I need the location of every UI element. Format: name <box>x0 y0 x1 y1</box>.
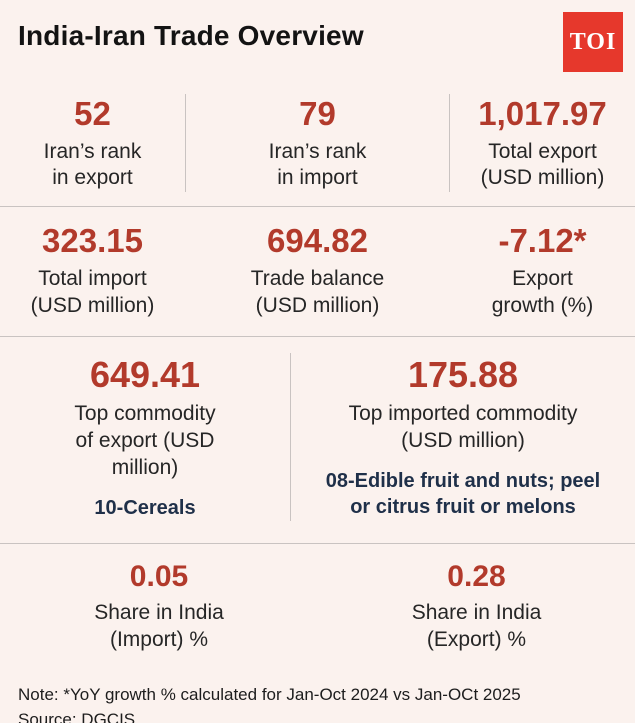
stat-label: Export growth (%) <box>491 266 594 317</box>
stat-iran-rank-export: 52 Iran’s rank in export <box>0 94 185 192</box>
stat-value: 323.15 <box>42 222 143 260</box>
stat-total-import: 323.15 Total import (USD million) <box>0 221 185 319</box>
stat-iran-rank-import: 79 Iran’s rank in import <box>185 94 450 193</box>
page-title: India-Iran Trade Overview <box>18 20 364 51</box>
stat-label: Share in India (Export) % <box>411 601 542 651</box>
stat-trade-balance: 694.82 Trade balance (USD million) <box>185 221 450 319</box>
stat-label: Total export (USD million) <box>480 139 605 190</box>
footer: Note: *YoY growth % calculated for Jan-O… <box>0 666 635 723</box>
stat-value: 175.88 <box>407 353 519 395</box>
stats-row-3: 649.41 Top commodity of export (USD mill… <box>0 337 635 543</box>
stats-row-2: 323.15 Total import (USD million) 694.82… <box>0 207 635 335</box>
stat-label: Iran’s rank in export <box>43 139 142 190</box>
stat-share-export: 0.28 Share in India (Export) % <box>318 558 635 654</box>
stats-row-4: 0.05 Share in India (Import) % 0.28 Shar… <box>0 544 635 666</box>
stat-label: Top commodity of export (USD million) <box>74 401 216 479</box>
stat-value: -7.12* <box>498 222 587 260</box>
toi-logo: TOI <box>563 12 623 72</box>
stats-row-1: 52 Iran’s rank in export 79 Iran’s rank … <box>0 74 635 206</box>
stat-export-growth: -7.12* Export growth (%) <box>450 221 635 319</box>
stat-top-export-commodity: 649.41 Top commodity of export (USD mill… <box>0 353 290 521</box>
stat-label: Trade balance (USD million) <box>250 266 385 317</box>
stat-label: Top imported commodity (USD million) <box>348 401 578 452</box>
horizontal-divider <box>0 335 635 337</box>
footnote: Note: *YoY growth % calculated for Jan-O… <box>18 684 521 704</box>
horizontal-divider <box>0 542 635 544</box>
stat-value: 0.05 <box>129 559 189 593</box>
commodity-name: 08-Edible fruit and nuts; peel or citrus… <box>325 469 601 518</box>
stat-label: Iran’s rank in import <box>268 139 367 190</box>
stat-label: Total import (USD million) <box>30 266 155 317</box>
stat-share-import: 0.05 Share in India (Import) % <box>0 558 318 654</box>
horizontal-divider <box>0 206 635 208</box>
stat-top-import-commodity: 175.88 Top imported commodity (USD milli… <box>290 352 635 521</box>
stat-value: 52 <box>74 95 111 132</box>
stat-value: 79 <box>299 95 336 132</box>
stat-value: 0.28 <box>447 559 506 593</box>
stat-value: 1,017.97 <box>478 95 607 132</box>
header: India-Iran Trade Overview TOI <box>0 0 635 74</box>
source-credit: Source: DGCIS <box>18 710 136 723</box>
commodity-name: 10-Cereals <box>94 496 196 519</box>
stat-value: 649.41 <box>89 353 201 395</box>
stat-total-export: 1,017.97 Total export (USD million) <box>450 94 635 192</box>
stat-value: 694.82 <box>267 222 368 260</box>
stat-label: Share in India (Import) % <box>94 601 224 651</box>
